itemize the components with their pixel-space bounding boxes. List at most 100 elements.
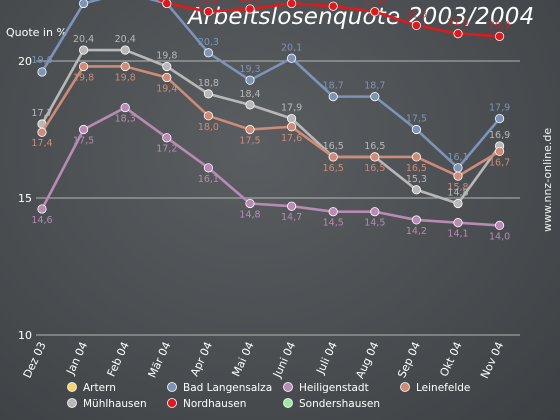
data-point: [411, 152, 421, 162]
data-point: [162, 0, 172, 9]
x-tick-label: Mär 04: [146, 340, 174, 380]
data-point: [370, 92, 380, 102]
data-point: [287, 0, 297, 9]
data-label: 20,4: [115, 34, 136, 45]
legend-marker: [400, 382, 410, 392]
data-point: [162, 72, 172, 83]
data-point: [203, 7, 213, 17]
data-point: [245, 4, 255, 14]
data-point: [411, 185, 421, 195]
data-label: 19,8: [115, 72, 136, 83]
data-point: [370, 152, 380, 162]
data-label: 16,5: [364, 141, 385, 152]
data-label: 17,5: [406, 114, 427, 125]
data-point: [286, 113, 297, 124]
data-label: 17,2: [156, 144, 177, 155]
data-label: 21,8: [364, 0, 385, 7]
data-label: 19,6: [31, 55, 52, 66]
data-point: [203, 48, 213, 58]
data-label: 17,9: [281, 103, 302, 114]
data-label: 19,4: [156, 83, 177, 94]
data-point: [494, 146, 505, 157]
data-label: 16,5: [323, 163, 344, 174]
data-label: 21,9: [239, 0, 260, 4]
data-point: [79, 124, 89, 135]
data-point: [245, 124, 255, 135]
data-label: 14,5: [364, 218, 385, 229]
data-label: 18,3: [115, 114, 136, 125]
x-tick-label: Sep 04: [395, 340, 423, 380]
data-point: [328, 92, 338, 102]
data-point: [245, 100, 255, 110]
data-point: [120, 61, 130, 72]
x-tick-label: Mai 04: [229, 340, 256, 379]
data-label: 16,1: [447, 152, 468, 163]
data-point: [286, 53, 297, 63]
data-point: [328, 207, 338, 217]
data-label: 20,3: [198, 37, 219, 48]
data-point: [120, 102, 130, 113]
data-point: [411, 215, 421, 225]
data-point: [453, 171, 463, 181]
data-point: [494, 220, 505, 230]
data-point: [286, 122, 297, 132]
data-label: 20,9: [489, 20, 510, 31]
legend-marker: [283, 382, 293, 392]
data-point: [453, 198, 463, 209]
data-point: [203, 111, 213, 121]
data-point: [120, 45, 130, 55]
data-label: 14,7: [281, 212, 302, 223]
data-point: [370, 207, 380, 217]
data-label: 17,5: [239, 136, 260, 147]
data-label: 14,8: [447, 187, 468, 198]
data-point: [37, 127, 47, 137]
data-label: 17,6: [281, 133, 302, 144]
legend-entry: Sondershausen: [299, 398, 380, 410]
x-tick-label: Feb 04: [105, 340, 132, 379]
data-label: 14,0: [489, 231, 510, 242]
legend-marker: [167, 398, 177, 408]
legend-entry: Artern: [83, 382, 116, 394]
x-tick-label: Nov 04: [478, 340, 506, 381]
data-label: 19,8: [73, 72, 94, 83]
data-label: 18,8: [198, 78, 219, 89]
data-label: 14,1: [447, 229, 468, 240]
data-point: [79, 0, 89, 9]
data-label: 17,4: [31, 138, 52, 149]
data-label: 15,8: [447, 182, 468, 193]
y-tick-label: 15: [18, 192, 32, 205]
data-point: [328, 152, 338, 162]
legend-marker: [67, 398, 77, 408]
data-label: 16,5: [406, 163, 427, 174]
data-point: [370, 7, 380, 17]
x-tick-label: Apr 04: [188, 340, 215, 379]
data-label: 22,0: [323, 0, 344, 1]
data-label: 18,0: [198, 122, 219, 133]
series-line-heiligenstadt: [40, 106, 501, 227]
legend-entry: Heiligenstadt: [299, 382, 369, 394]
data-label: 16,7: [489, 157, 510, 168]
data-label: 14,6: [31, 215, 52, 226]
data-point: [286, 201, 297, 211]
data-label: 17,5: [73, 136, 94, 147]
data-point: [162, 133, 172, 143]
data-label: 14,2: [406, 226, 427, 237]
x-tick-label: Jan 04: [64, 340, 91, 378]
data-point: [203, 89, 213, 99]
data-point: [411, 20, 421, 30]
data-label: 14,5: [323, 218, 344, 229]
data-label: 21,8: [198, 0, 219, 7]
data-label: 17,9: [489, 103, 510, 114]
x-tick-label: Okt 04: [437, 340, 464, 379]
data-point: [328, 1, 338, 11]
data-point: [37, 204, 47, 214]
data-point: [245, 198, 255, 209]
data-label: 17,7: [31, 108, 52, 119]
legend-entry: Bad Langensalza: [183, 382, 272, 394]
x-tick-label: Juli 04: [313, 340, 340, 377]
series-line-m-hlhausen: [40, 48, 501, 205]
x-tick-label: Juni 04: [270, 340, 298, 381]
data-point: [453, 218, 463, 228]
